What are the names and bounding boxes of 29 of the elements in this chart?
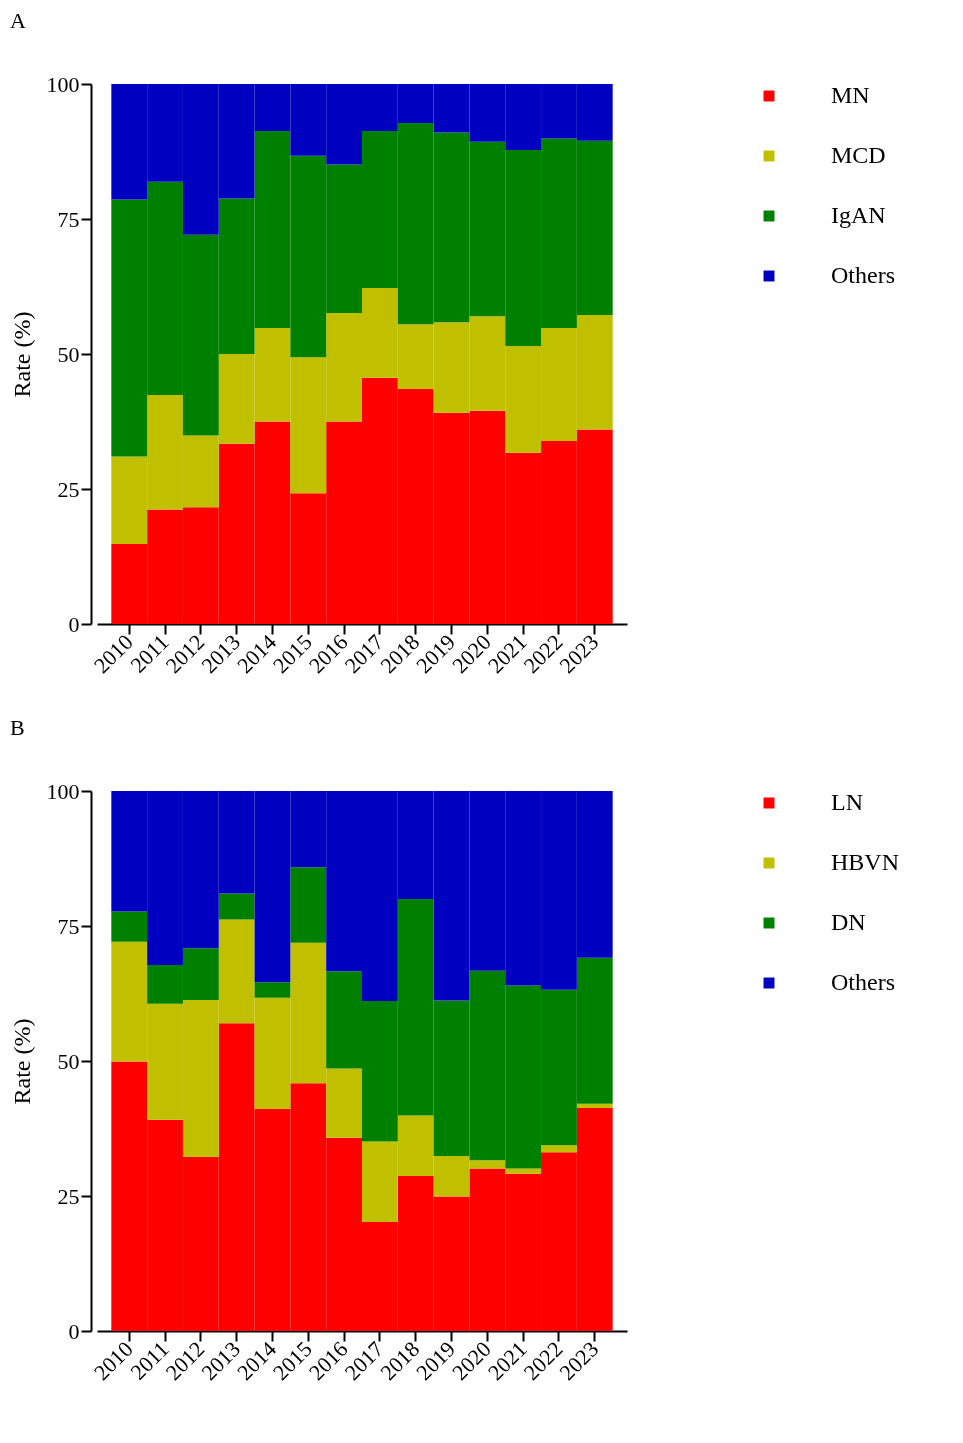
y-tick-label: 25 — [57, 476, 80, 502]
bar — [254, 982, 291, 998]
bar — [576, 1103, 613, 1108]
y-tick-label: 0 — [68, 1318, 80, 1344]
bar — [218, 893, 255, 920]
y-tick-label: 0 — [68, 611, 80, 637]
y-tick-label: 75 — [57, 913, 80, 939]
bar — [111, 911, 148, 942]
y-tick-label: 50 — [57, 341, 80, 367]
y-tick-label: 75 — [57, 206, 80, 232]
bar — [541, 1145, 577, 1153]
legend-label: IgAN — [831, 202, 886, 228]
chart-title: A — [10, 8, 26, 33]
legend-label: Others — [831, 969, 895, 995]
y-tick-label: 50 — [57, 1048, 80, 1074]
bar — [290, 867, 327, 943]
y-tick-label: 100 — [46, 71, 80, 97]
chart-title: B — [10, 715, 25, 740]
legend-label: MN — [831, 82, 870, 108]
y-axis-title: Rate (%) — [8, 1018, 35, 1105]
legend-label: LN — [831, 789, 863, 815]
legend-label: Others — [831, 262, 895, 288]
legend-label: HBVN — [831, 849, 900, 875]
bar — [505, 1168, 542, 1174]
y-axis-title: Rate (%) — [8, 311, 35, 398]
y-tick-label: 100 — [46, 778, 80, 804]
legend-label: DN — [831, 909, 866, 935]
legend-label: MCD — [831, 142, 886, 168]
y-tick-label: 25 — [57, 1183, 80, 1209]
